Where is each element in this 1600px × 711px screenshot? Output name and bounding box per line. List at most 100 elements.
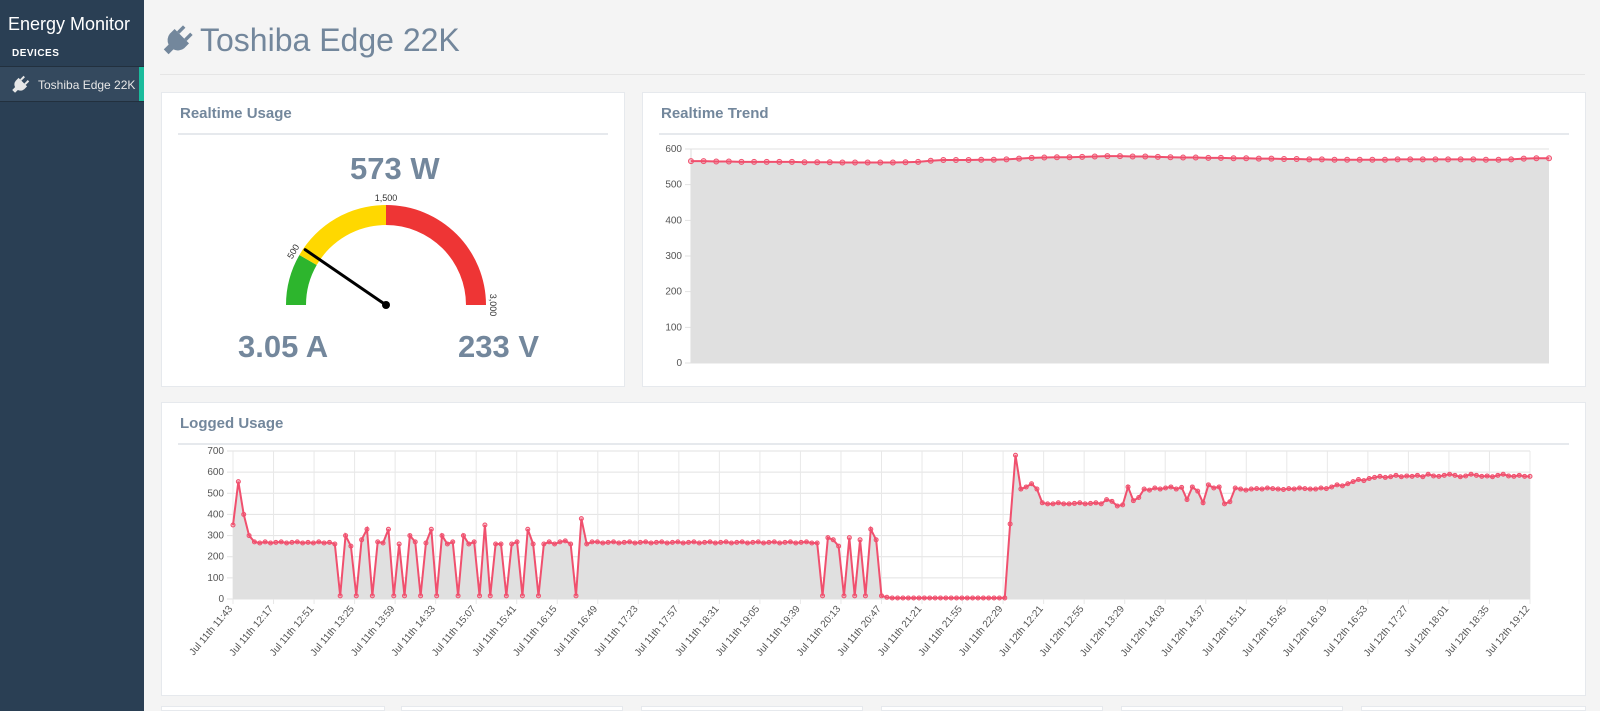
data-point bbox=[294, 539, 300, 545]
data-point bbox=[235, 479, 241, 485]
data-point bbox=[1091, 153, 1098, 160]
panel-title: Realtime Usage bbox=[180, 105, 292, 122]
data-point bbox=[332, 541, 338, 547]
data-point bbox=[514, 539, 520, 545]
data-point bbox=[1318, 156, 1325, 163]
data-point bbox=[970, 595, 976, 601]
data-point bbox=[503, 593, 509, 599]
data-point bbox=[1104, 153, 1111, 160]
data-point bbox=[509, 541, 515, 547]
data-point bbox=[839, 159, 846, 166]
gauge-needle-hub bbox=[382, 301, 390, 309]
data-point bbox=[1243, 487, 1249, 493]
data-point bbox=[316, 539, 322, 545]
data-point bbox=[1511, 473, 1517, 479]
data-point bbox=[793, 540, 799, 546]
data-point bbox=[745, 540, 751, 546]
data-point bbox=[289, 539, 295, 545]
data-point bbox=[407, 533, 413, 539]
sidebar-item-toshiba-edge-22k[interactable]: Toshiba Edge 22K bbox=[0, 66, 144, 102]
data-point bbox=[1484, 473, 1490, 479]
data-point bbox=[686, 539, 692, 545]
panel-edge bbox=[161, 706, 385, 711]
y-tick-label: 200 bbox=[665, 287, 682, 298]
plug-icon bbox=[12, 75, 30, 93]
data-point bbox=[1180, 154, 1187, 161]
data-point bbox=[1350, 479, 1356, 485]
data-point bbox=[1520, 155, 1527, 162]
data-point bbox=[1377, 473, 1383, 479]
data-point bbox=[1527, 473, 1533, 479]
data-point bbox=[975, 595, 981, 601]
page-title: Toshiba Edge 22K bbox=[200, 22, 460, 58]
gauge-band-2 bbox=[386, 205, 486, 305]
data-point bbox=[1302, 486, 1308, 492]
data-point bbox=[879, 593, 884, 599]
data-point bbox=[712, 540, 718, 546]
app-title: Energy Monitor bbox=[8, 14, 131, 34]
data-point bbox=[616, 540, 622, 546]
data-point bbox=[541, 541, 547, 547]
data-point bbox=[1071, 500, 1077, 506]
data-point bbox=[841, 593, 847, 599]
data-point bbox=[562, 538, 568, 544]
data-point bbox=[477, 593, 483, 599]
data-point bbox=[535, 593, 541, 599]
data-point bbox=[600, 540, 606, 546]
data-point bbox=[1275, 486, 1281, 492]
data-point bbox=[632, 540, 638, 546]
data-point bbox=[1023, 484, 1029, 490]
data-point bbox=[830, 537, 836, 543]
data-point bbox=[836, 543, 842, 549]
data-point bbox=[1163, 485, 1169, 491]
data-point bbox=[1259, 486, 1265, 492]
data-point bbox=[1398, 474, 1404, 480]
data-point bbox=[337, 593, 343, 599]
data-point bbox=[1117, 153, 1123, 160]
data-point bbox=[385, 526, 391, 532]
data-point bbox=[423, 540, 429, 546]
data-point bbox=[1168, 484, 1174, 490]
data-point bbox=[1508, 156, 1515, 163]
data-point bbox=[412, 539, 418, 545]
data-point bbox=[1125, 484, 1131, 490]
data-point bbox=[1120, 502, 1126, 508]
data-point bbox=[326, 539, 332, 545]
data-point bbox=[782, 539, 788, 545]
data-point bbox=[1264, 485, 1270, 491]
data-point bbox=[669, 539, 675, 545]
data-point bbox=[990, 156, 997, 163]
data-point bbox=[1546, 155, 1552, 162]
data-point bbox=[1404, 473, 1410, 479]
y-tick-label: 200 bbox=[207, 552, 224, 563]
data-point bbox=[751, 158, 758, 165]
data-point bbox=[707, 539, 713, 545]
data-point bbox=[862, 593, 868, 599]
data-point bbox=[584, 541, 590, 547]
data-point bbox=[1470, 156, 1477, 163]
y-tick-label: 300 bbox=[665, 251, 682, 262]
sidebar-item-label: Toshiba Edge 22K bbox=[38, 78, 136, 92]
data-point bbox=[916, 595, 922, 601]
data-point bbox=[884, 594, 890, 600]
data-point bbox=[664, 540, 670, 546]
y-tick-label: 100 bbox=[207, 573, 224, 584]
data-point bbox=[257, 540, 263, 546]
data-point bbox=[1184, 497, 1190, 503]
data-point bbox=[268, 540, 274, 546]
data-point bbox=[1489, 474, 1495, 480]
panel-divider bbox=[659, 133, 1569, 135]
data-point bbox=[852, 159, 859, 166]
data-point bbox=[889, 159, 896, 166]
data-point bbox=[348, 543, 354, 549]
data-point bbox=[1516, 472, 1522, 478]
y-tick-label: 100 bbox=[665, 322, 682, 333]
data-point bbox=[498, 541, 504, 547]
data-point bbox=[680, 540, 686, 546]
y-tick-label: 400 bbox=[665, 215, 682, 226]
y-tick-label: 600 bbox=[207, 467, 224, 478]
data-point bbox=[1318, 485, 1324, 491]
data-point bbox=[1157, 486, 1163, 492]
data-point bbox=[1088, 500, 1094, 506]
realtime-usage-panel: Realtime Usage 500 1,500 3,000 573 W 3.05 … bbox=[161, 92, 625, 387]
